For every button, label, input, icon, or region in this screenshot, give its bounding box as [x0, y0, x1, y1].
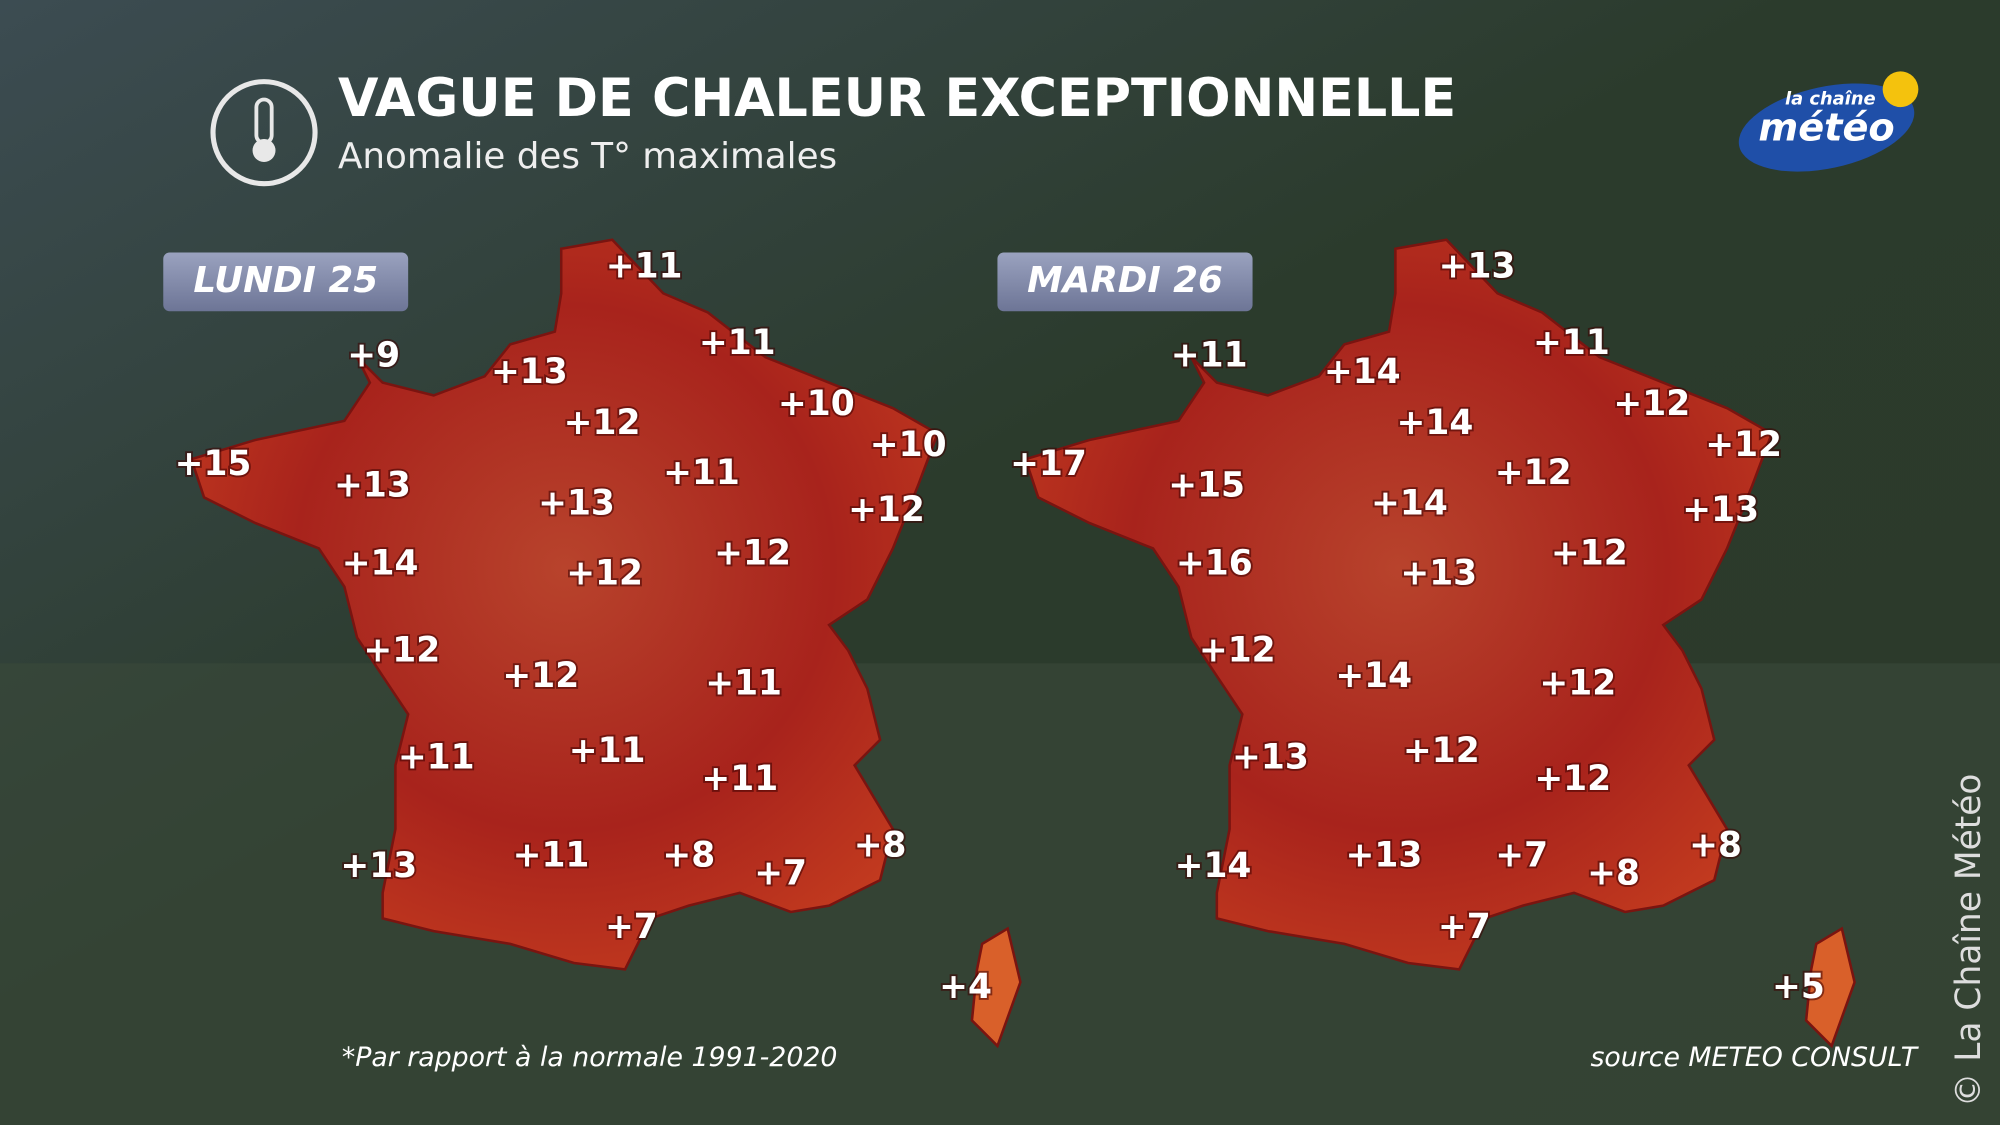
logo-line1: la chaîne	[1785, 88, 1876, 109]
logo: la chaîne météo	[1738, 71, 1919, 172]
anomaly-label: +7	[1495, 836, 1548, 876]
anomaly-label: +11	[705, 663, 782, 703]
anomaly-label: +8	[1587, 854, 1640, 894]
anomaly-label: +11	[663, 453, 740, 493]
anomaly-label: +15	[1168, 466, 1245, 506]
anomaly-label: +14	[1324, 352, 1401, 392]
anomaly-label: +13	[1346, 836, 1423, 876]
copyright: © La Chaîne Météo	[1949, 774, 1989, 1108]
anomaly-label: +12	[502, 656, 579, 696]
anomaly-label: +14	[1397, 403, 1474, 443]
anomaly-label: +12	[848, 490, 925, 530]
anomaly-label: +14	[1335, 656, 1412, 696]
anomaly-label: +10	[870, 425, 947, 465]
day-label: LUNDI 25	[193, 260, 378, 301]
anomaly-labels: +11+9 +13+11+10+12+10+15+13 +11+13 +12+14 +1…	[173, 244, 1827, 1008]
day-label: MARDI 26	[1027, 260, 1223, 301]
anomaly-label: +11	[701, 759, 778, 799]
footnote: *Par rapport à la normale 1991-2020	[342, 1042, 838, 1073]
logo-line2: météo	[1758, 106, 1894, 151]
day-badge	[997, 252, 1253, 312]
anomaly-label: +11	[398, 737, 475, 777]
anomaly-label: +11	[569, 731, 646, 771]
anomaly-label: +11	[1533, 323, 1610, 363]
anomaly-label: +7	[754, 854, 807, 894]
anomaly-label: +14	[1371, 484, 1448, 524]
anomaly-label: +8	[1689, 825, 1742, 865]
anomaly-label: +12	[1199, 630, 1276, 670]
subtitle: Anomalie des T° maximales	[338, 136, 837, 177]
anomaly-label: +12	[564, 403, 641, 443]
anomaly-label: +12	[566, 554, 643, 594]
anomaly-label: +12	[1705, 425, 1782, 465]
anomaly-label: +15	[175, 444, 252, 484]
anomaly-label: +12	[1539, 663, 1616, 703]
anomaly-label: +11	[699, 323, 776, 363]
anomaly-label: +13	[1232, 737, 1309, 777]
anomaly-label: +14	[342, 544, 419, 584]
anomaly-label: +13	[1400, 554, 1477, 594]
anomaly-label: +12	[1495, 453, 1572, 493]
anomaly-label: +13	[1682, 490, 1759, 530]
anomaly-label: +13	[491, 352, 568, 392]
anomaly-label: +5	[1772, 967, 1825, 1007]
anomaly-label: +7	[1438, 907, 1491, 947]
anomaly-label: +13	[334, 466, 411, 506]
anomaly-label: +12	[1534, 759, 1611, 799]
anomaly-label: +12	[1551, 533, 1628, 573]
anomaly-label: +13	[538, 484, 615, 524]
anomaly-label: +9	[347, 336, 400, 376]
anomaly-label: +8	[854, 825, 907, 865]
anomaly-label: +10	[778, 384, 855, 424]
anomaly-label: +14	[1175, 846, 1252, 886]
anomaly-label: +16	[1176, 544, 1253, 584]
day-badge	[163, 252, 409, 312]
anomaly-label: +12	[714, 533, 791, 573]
thermometer-icon	[210, 79, 318, 187]
title: VAGUE DE CHALEUR EXCEPTIONNELLE	[338, 68, 1456, 129]
source: source METEO CONSULT	[1590, 1042, 1919, 1073]
anomaly-label: +4	[939, 967, 992, 1007]
anomaly-label: +11	[1171, 336, 1248, 376]
anomaly-label: +12	[1403, 731, 1480, 771]
anomaly-label: +11	[513, 836, 590, 876]
anomaly-label: +8	[662, 836, 715, 876]
anomaly-label: +12	[1613, 384, 1690, 424]
anomaly-label: +13	[1439, 246, 1516, 286]
anomaly-label: +7	[605, 907, 658, 947]
anomaly-label: +11	[606, 246, 683, 286]
anomaly-label: +13	[340, 846, 417, 886]
anomaly-label: +17	[1010, 444, 1087, 484]
anomaly-label: +12	[363, 630, 440, 670]
